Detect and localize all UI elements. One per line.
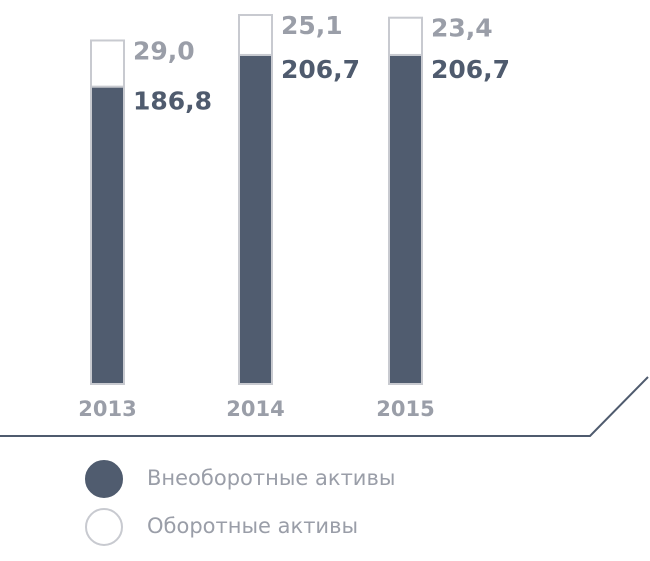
bar-segment — [238, 14, 273, 56]
legend-marker — [85, 508, 123, 546]
bar-segment — [238, 53, 273, 386]
bar-segment — [388, 53, 423, 386]
legend-marker — [85, 460, 123, 498]
value-label: 25,1 — [281, 11, 343, 40]
legend-label: Оборотные активы — [147, 514, 358, 538]
bar-segment — [90, 85, 125, 385]
value-label: 206,7 — [281, 55, 360, 84]
bar-segment — [388, 16, 423, 56]
value-label: 23,4 — [431, 14, 493, 43]
value-label: 29,0 — [133, 36, 195, 65]
baseline-decoration — [0, 376, 649, 437]
x-tick-label: 2013 — [78, 397, 136, 421]
x-tick-label: 2014 — [226, 397, 284, 421]
x-tick-label: 2015 — [376, 397, 434, 421]
legend-label: Внеоборотные активы — [147, 466, 395, 490]
bar-segment — [90, 39, 125, 88]
value-label: 206,7 — [431, 55, 510, 84]
value-label: 186,8 — [133, 87, 212, 116]
